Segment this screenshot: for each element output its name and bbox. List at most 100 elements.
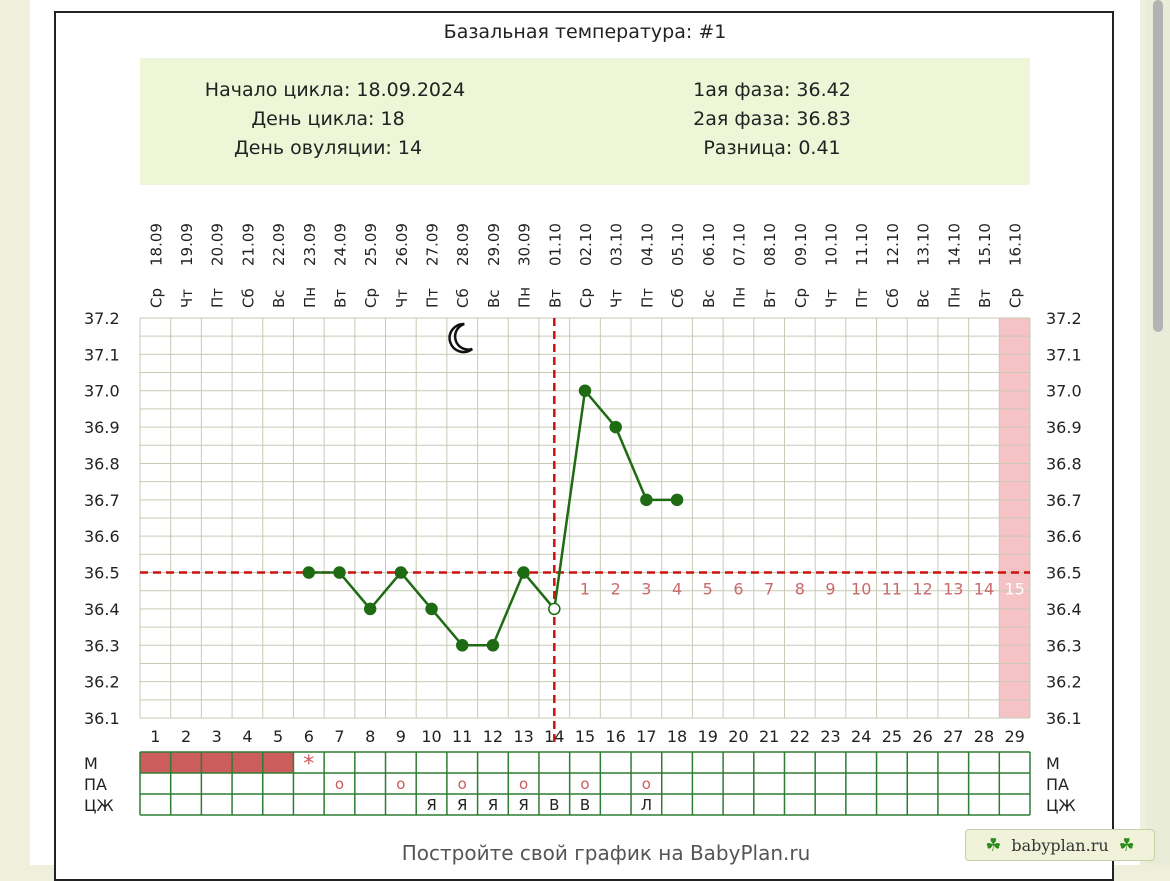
day-number-label: 17 — [636, 727, 656, 746]
weekday-label: Чт — [823, 289, 841, 308]
day-number-label: 11 — [452, 727, 472, 746]
cover-line-layer — [140, 318, 1030, 746]
date-label: 28.09 — [454, 223, 472, 266]
weekday-label: Пт — [424, 288, 442, 308]
chart-title: Базальная температура: #1 — [444, 21, 727, 43]
weekday-label: Пн — [301, 287, 319, 308]
temperature-point — [548, 602, 561, 616]
menses-cell — [170, 752, 202, 773]
phase-number-label: 8 — [795, 580, 805, 599]
weekday-label: Вс — [915, 289, 933, 308]
weekday-label: Пт — [638, 288, 656, 308]
pa-mark: o — [335, 775, 344, 793]
y-tick-label-right: 36.2 — [1046, 673, 1082, 692]
date-label: 18.09 — [147, 223, 165, 266]
day-number-label: 1 — [150, 727, 160, 746]
cm-mark: Я — [488, 796, 498, 814]
weekday-label: Чт — [393, 289, 411, 308]
y-tick-label-left: 37.2 — [84, 309, 120, 328]
cm-mark: В — [580, 796, 590, 814]
row-label-right: ПА — [1046, 775, 1069, 794]
date-label: 08.10 — [761, 223, 779, 266]
date-label: 25.09 — [362, 223, 380, 266]
clover-icon: ☘ — [1118, 834, 1135, 856]
temperature-point — [640, 493, 653, 507]
day-number-label: 5 — [273, 727, 283, 746]
y-tick-label-left: 37.1 — [84, 345, 120, 364]
temperature-point — [670, 493, 684, 507]
y-axis-right-labels: 37.2 37.1 37.0 36.9 36.8 36.7 36.6 36.5 36.4 36.3… — [1046, 309, 1082, 728]
phase-number-label: 15 — [1004, 580, 1024, 599]
menses-cell — [232, 752, 263, 773]
temperature-point — [609, 420, 622, 434]
pa-mark: o — [519, 775, 528, 793]
date-label: 02.10 — [577, 223, 595, 266]
date-label: 27.09 — [424, 223, 442, 266]
y-tick-label-left: 36.9 — [84, 418, 120, 437]
day-number-labels: 1234567891011121314151617181920212223242… — [150, 727, 1025, 746]
date-labels: 18.09 19.09 20.09 21.09 22.09 23.09 24.09 25.09… — [147, 223, 1024, 266]
weekday-label: Ср — [792, 288, 810, 308]
day-number-label: 27 — [943, 727, 963, 746]
temperature-point — [302, 566, 316, 579]
day-number-label: 23 — [820, 727, 840, 746]
temperature-point — [455, 639, 469, 652]
weekday-label: Вс — [700, 289, 718, 308]
temperature-point — [394, 566, 408, 579]
cm-mark: Л — [641, 796, 652, 814]
day-number-label: 25 — [882, 727, 902, 746]
day-number-label: 2 — [181, 727, 191, 746]
day-number-label: 4 — [242, 727, 252, 746]
cm-mark: Я — [426, 796, 436, 814]
day-number-label: 8 — [365, 727, 375, 746]
y-tick-label-right: 36.9 — [1046, 418, 1082, 437]
temperature-point — [425, 602, 438, 616]
day-number-label: 22 — [790, 727, 810, 746]
y-tick-label-left: 36.7 — [84, 491, 120, 510]
phase-number-label: 11 — [882, 580, 902, 599]
grid-layer — [139, 317, 1031, 719]
date-label: 26.09 — [393, 223, 411, 266]
row-label-right: М — [1046, 754, 1060, 773]
info-phase2: 2ая фаза: 36.83 — [693, 108, 851, 130]
y-tick-label-right: 36.5 — [1046, 564, 1082, 583]
day-number-label: 20 — [728, 727, 748, 746]
y-tick-label-right: 36.3 — [1046, 636, 1082, 655]
phase-number-label: 4 — [672, 580, 682, 599]
scrollbar-thumb[interactable] — [1153, 0, 1163, 332]
date-label: 30.09 — [516, 223, 534, 266]
date-label: 03.10 — [608, 223, 626, 266]
phase-number-label: 3 — [641, 580, 651, 599]
weekday-label: Вт — [761, 289, 779, 308]
day-number-label: 3 — [212, 727, 222, 746]
phase-number-label: 10 — [851, 580, 871, 599]
menses-cell — [262, 752, 294, 773]
day-number-label: 15 — [575, 727, 595, 746]
day-number-label: 12 — [483, 727, 503, 746]
pa-mark: o — [396, 775, 405, 793]
phase-number-label: 2 — [611, 580, 621, 599]
day-number-label: 7 — [334, 727, 344, 746]
footer-link-text[interactable]: Постройте свой график на BabyPlan.ru — [402, 841, 811, 865]
phase-number-label: 6 — [733, 580, 743, 599]
clover-icon: ☘ — [985, 834, 1002, 856]
info-panel — [140, 58, 1030, 185]
day-number-label: 24 — [851, 727, 871, 746]
phase-number-label: 12 — [912, 580, 932, 599]
cm-mark: В — [549, 796, 559, 814]
site-badge[interactable]: ☘ babyplan.ru ☘ — [965, 829, 1155, 861]
weekday-label: Вт — [331, 289, 349, 308]
date-label: 11.10 — [853, 223, 871, 266]
weekday-label: Ср — [1007, 288, 1025, 308]
weekday-label: Пт — [853, 288, 871, 308]
date-label: 06.10 — [700, 223, 718, 266]
day-number-label: 13 — [513, 727, 533, 746]
row-label-left: ПА — [84, 775, 107, 794]
weekday-labels: Ср Чт Пт Сб Вс Пн Вт Ср Чт Пт Сб Вс Пн Вт Ср Чт Пт Сб Вс Пн… — [147, 287, 1024, 308]
date-label: 05.10 — [669, 223, 687, 266]
date-label: 13.10 — [915, 223, 933, 266]
site-badge-text: babyplan.ru — [1011, 835, 1109, 855]
pa-mark: o — [642, 775, 651, 793]
temperature-series — [302, 384, 684, 652]
